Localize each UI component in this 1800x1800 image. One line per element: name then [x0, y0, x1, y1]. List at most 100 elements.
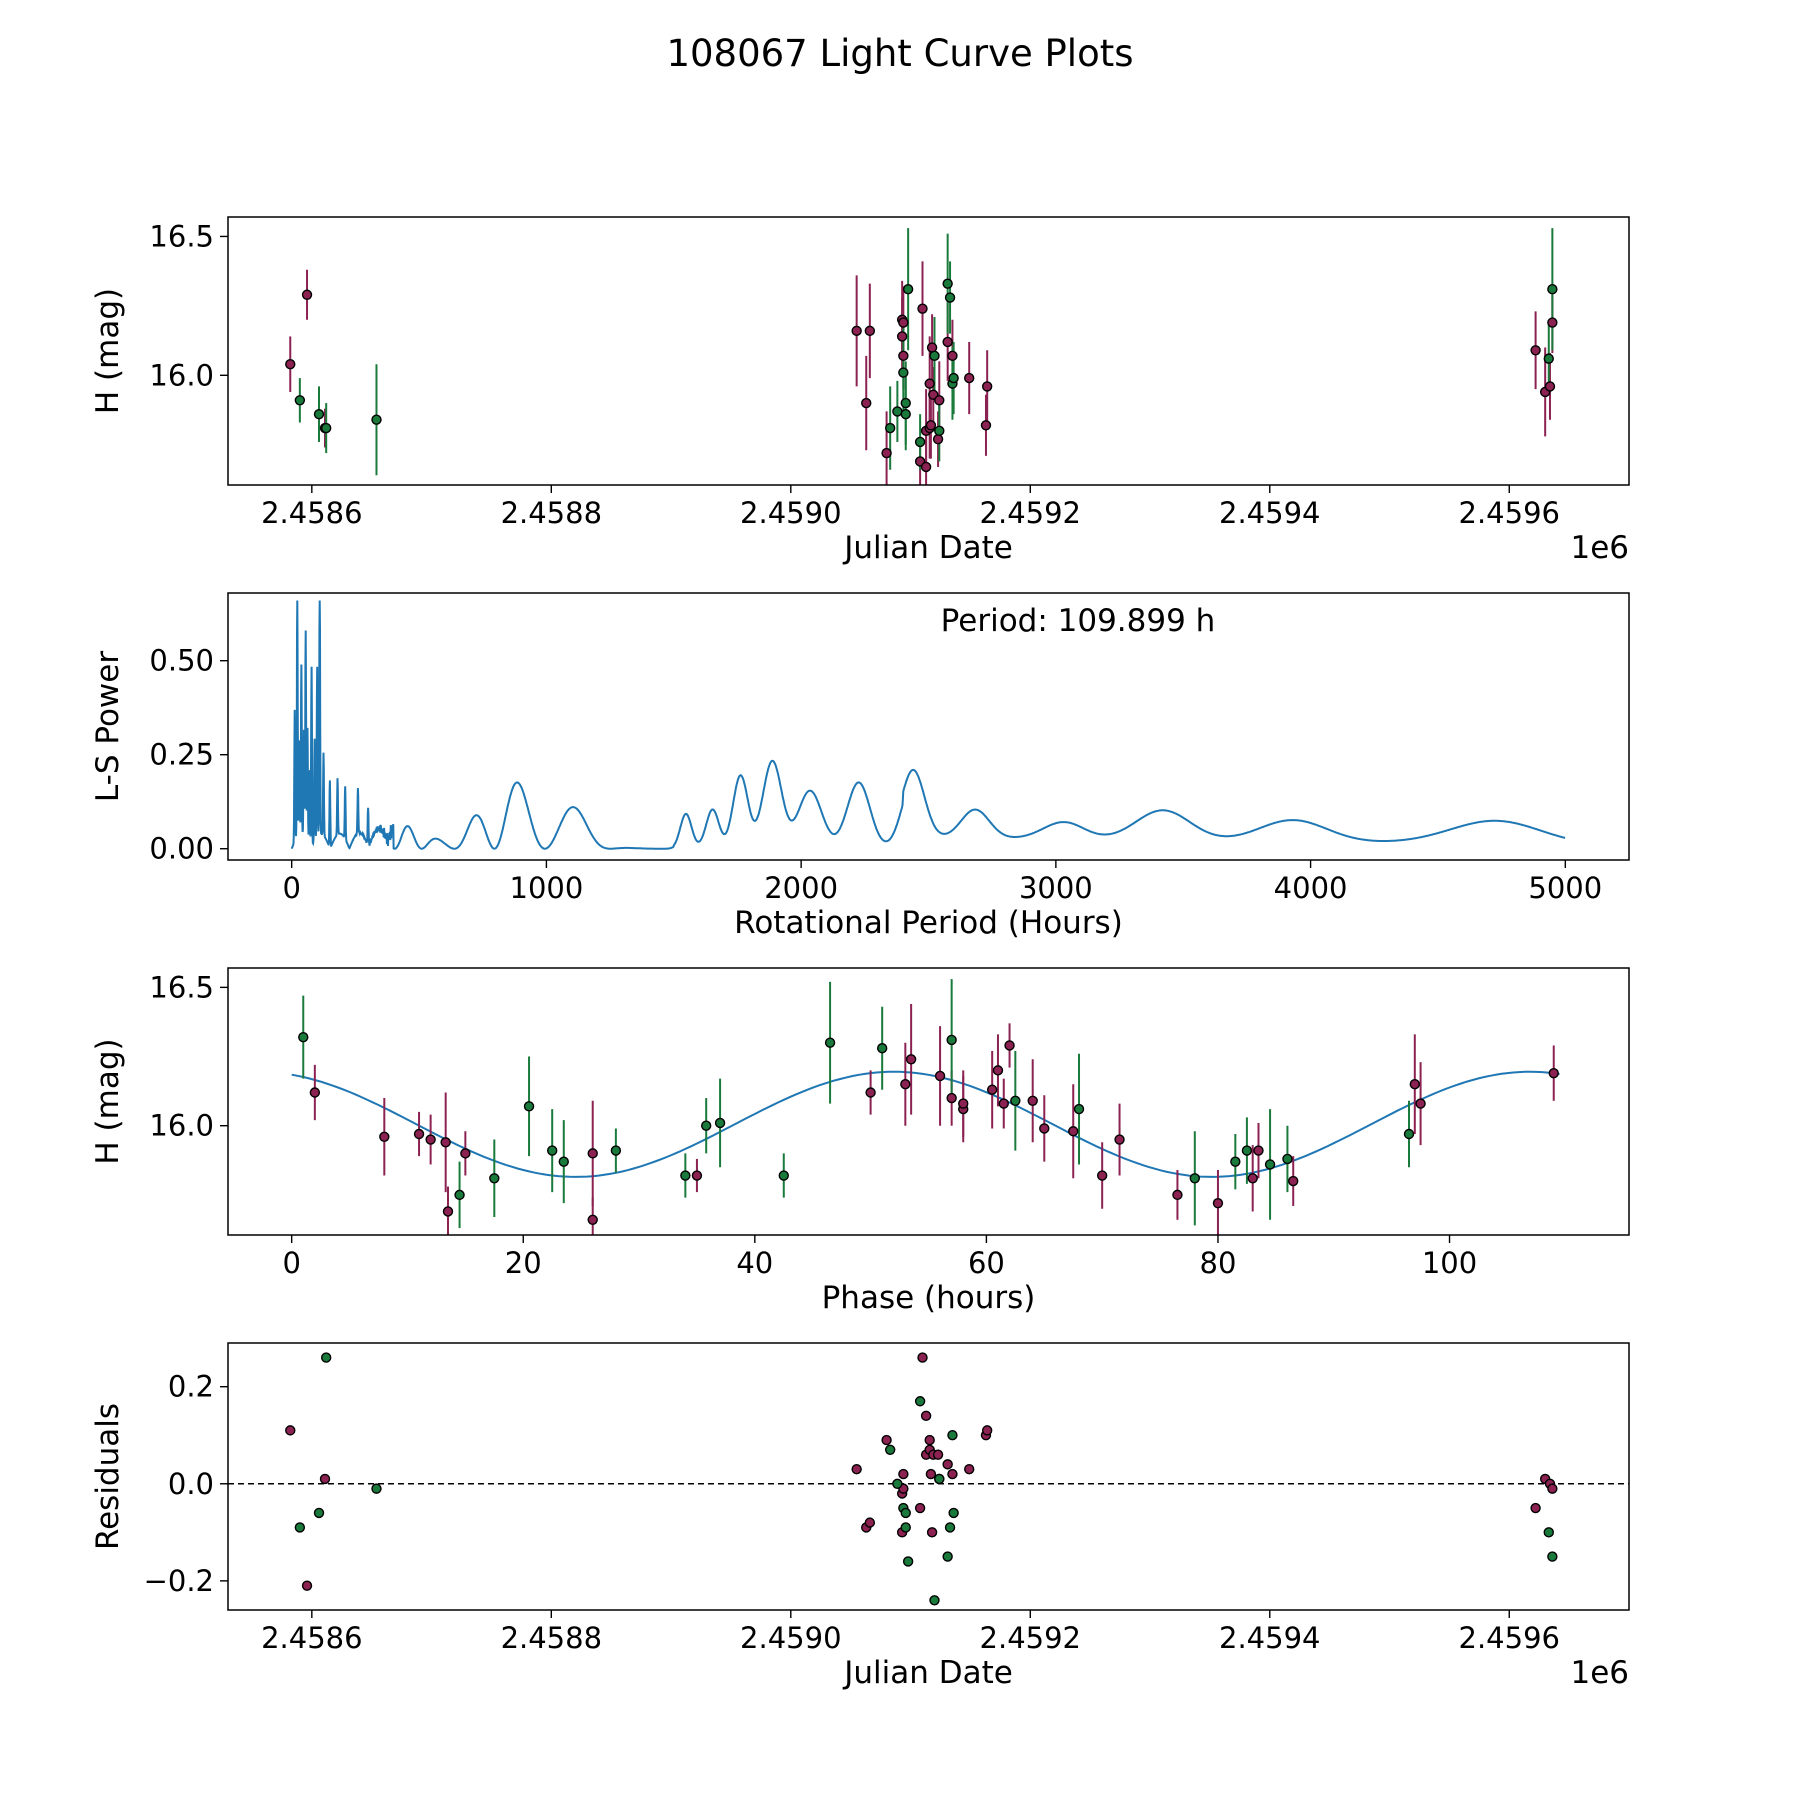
x-axis-label: Rotational Period (Hours): [734, 905, 1123, 941]
data-point-set2: [900, 408, 911, 420]
data-point-set1: [924, 1434, 935, 1446]
data-point-set2: [1189, 1173, 1201, 1184]
y-tick-label: 16.0: [149, 1109, 214, 1143]
data-point-set2: [900, 1522, 911, 1533]
data-point-set2: [610, 1145, 622, 1156]
periodogram-curve: [290, 600, 1566, 850]
periodogram-panel: 0 1000 2000 3000 4000 5000 0.00 0.25 0.50 Rotatio…: [90, 592, 1630, 941]
data-point-set2: [1547, 284, 1558, 295]
data-point-set2: [946, 1034, 957, 1046]
x-tick-label: 20: [505, 1246, 542, 1280]
axes-frame: [227, 216, 1630, 486]
data-point-set1: [934, 395, 945, 406]
data-point-set2: [914, 436, 926, 448]
x-axis-label: Julian Date: [842, 1655, 1013, 1691]
y-tick-label: 0.25: [149, 738, 214, 772]
x-tick-label: 2.4586: [261, 496, 362, 530]
data-point-set2: [892, 1478, 903, 1489]
data-point-set2: [1241, 1145, 1253, 1156]
data-point-set1: [900, 1079, 911, 1090]
data-point-set1: [301, 289, 313, 300]
data-point-set1: [914, 1502, 926, 1514]
data-point-set1: [379, 1131, 390, 1142]
x-tick-label: 2.4592: [980, 1621, 1081, 1655]
plot-area: [291, 979, 1560, 1235]
data-point-set1: [1530, 345, 1541, 356]
data-point-set1: [851, 1464, 862, 1475]
data-point-set2: [898, 367, 909, 378]
data-point-set2: [1073, 1103, 1085, 1115]
data-point-set1: [926, 342, 938, 353]
data-point-set2: [558, 1156, 569, 1167]
x-tick-label: 2.4590: [740, 496, 841, 530]
data-point-set2: [942, 1551, 953, 1562]
y-tick-label: 16.5: [149, 219, 214, 253]
y-axis-label: H (mag): [90, 1038, 126, 1164]
fit-curve: [291, 1070, 1560, 1178]
data-point-set1: [1548, 1067, 1559, 1079]
phased-light-curve-panel: 0 20 40 60 80 100 16.0 16.5 Phase (hours) H (mag): [90, 967, 1630, 1316]
data-point-set2: [929, 350, 940, 362]
data-point-set2: [914, 1396, 926, 1407]
data-point-set2: [298, 1031, 309, 1043]
data-point-set2: [1543, 353, 1554, 364]
data-point-set1: [1096, 1170, 1108, 1181]
data-point-set1: [440, 1137, 451, 1148]
data-point-set2: [934, 425, 945, 437]
data-point-set1: [309, 1087, 321, 1098]
data-point-set1: [896, 331, 908, 342]
data-point-set1: [285, 358, 296, 370]
data-point-set2: [320, 422, 332, 434]
axes-frame: [227, 592, 1630, 861]
data-point-set2: [294, 395, 306, 406]
data-point-set2: [876, 1043, 888, 1054]
y-tick-label: 0.0: [168, 1467, 214, 1501]
data-point-set1: [946, 1092, 957, 1104]
data-point-set1: [301, 1580, 313, 1591]
data-point-set1: [947, 1468, 958, 1480]
data-point-set1: [285, 1425, 296, 1436]
data-point-set2: [902, 1556, 914, 1567]
data-point-set1: [861, 397, 872, 409]
x-tick-label: 80: [1200, 1246, 1237, 1280]
data-point-set1: [981, 1425, 993, 1436]
data-point-set2: [948, 1507, 959, 1519]
x-tick-label: 3000: [1019, 871, 1093, 905]
data-point-set1: [691, 1170, 703, 1181]
data-point-set2: [1403, 1128, 1415, 1140]
plot-area: [228, 1352, 1629, 1606]
data-point-set1: [1409, 1079, 1420, 1090]
data-point-set2: [313, 408, 325, 420]
y-tick-label: 16.0: [149, 358, 214, 392]
axes-frame: [227, 1342, 1630, 1611]
x-tick-label: 2.4594: [1219, 1621, 1320, 1655]
data-point-set1: [1212, 1197, 1224, 1209]
data-point-set2: [371, 414, 382, 425]
data-point-set1: [1288, 1175, 1299, 1187]
x-tick-label: 4000: [1274, 871, 1348, 905]
y-tick-label: −0.2: [144, 1564, 214, 1598]
period-annotation: Period: 109.899 h: [941, 603, 1216, 639]
x-offset-label: 1e6: [1570, 530, 1629, 566]
data-point-set1: [1114, 1134, 1125, 1145]
plot-area: [290, 600, 1566, 850]
data-point-set2: [944, 292, 956, 303]
x-axis-label: Julian Date: [842, 530, 1013, 566]
data-point-set2: [824, 1037, 836, 1048]
data-point-set2: [884, 422, 896, 434]
data-point-set1: [1544, 381, 1556, 392]
x-tick-label: 5000: [1528, 871, 1602, 905]
x-tick-label: 0: [282, 871, 300, 905]
figure-title: 108067 Light Curve Plots: [666, 32, 1133, 75]
light-curve-panel: 2.4586 2.4588 2.4590 2.4592 2.4594 2.4596 16.0…: [90, 216, 1630, 566]
data-point-set1: [980, 420, 992, 431]
data-point-set1: [881, 447, 892, 459]
data-point-set1: [934, 1070, 946, 1082]
data-point-set1: [964, 1464, 975, 1475]
data-point-set2: [884, 1444, 896, 1456]
data-point-set1: [851, 325, 862, 337]
data-point-set2: [454, 1189, 465, 1201]
data-point-set2: [714, 1117, 726, 1129]
data-point-set1: [442, 1206, 454, 1217]
